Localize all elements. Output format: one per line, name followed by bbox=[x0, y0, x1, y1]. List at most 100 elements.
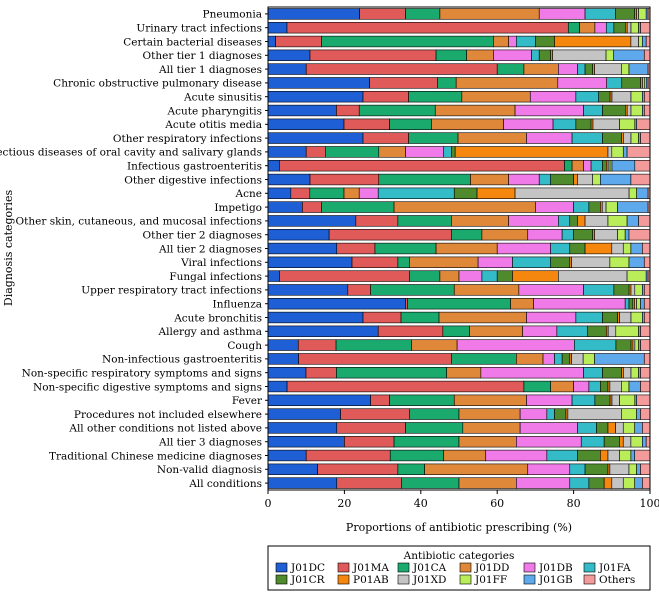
bar-segment-j01ma bbox=[279, 270, 410, 282]
bar-segment-j01dd bbox=[470, 173, 509, 186]
bar-segment-j01cr bbox=[453, 187, 478, 199]
bar-segment-j01fa bbox=[605, 22, 615, 34]
bar-segment-j01fa bbox=[573, 201, 590, 213]
legend-label-j01dd: J01DD bbox=[474, 562, 509, 574]
y-tick-label: Acute pharyngitis bbox=[167, 105, 263, 117]
bar-segment-j01cr bbox=[584, 63, 593, 75]
x-tick-label: 40 bbox=[414, 497, 428, 510]
bar-segment-j01fa bbox=[575, 91, 599, 103]
bar-segment-j01gb bbox=[628, 63, 649, 75]
bar-segment-j01ca bbox=[397, 215, 452, 227]
bar-segment-j01ma bbox=[359, 8, 406, 20]
bar-segment-j01ff bbox=[622, 242, 632, 255]
bar-segment-j01cr bbox=[584, 463, 609, 475]
bar-segment-others bbox=[643, 49, 651, 61]
bar-segment-j01ff bbox=[630, 104, 643, 117]
bar-segment-j01fa bbox=[550, 242, 571, 255]
bar-segment-j01db bbox=[514, 104, 584, 117]
bar-segment-j01dc bbox=[267, 380, 288, 393]
bar-segment-j01gb bbox=[630, 242, 643, 255]
bar-segment-j01cr bbox=[569, 242, 586, 255]
bar-segment-j01gb bbox=[613, 49, 645, 61]
bar-segment-j01cr bbox=[598, 91, 611, 103]
bar-segment-j01fa bbox=[531, 49, 540, 61]
bar-segment-j01xd bbox=[611, 242, 624, 255]
bar-segment-j01xd bbox=[609, 463, 630, 475]
y-tick-label: Non-specific digestive symptoms and sign… bbox=[33, 381, 262, 393]
bar-segment-j01ca bbox=[442, 325, 470, 337]
bar-segment-j01db bbox=[533, 298, 626, 310]
bar-segment-j01dd bbox=[461, 91, 531, 103]
bar-segment-j01fa bbox=[556, 325, 588, 337]
bar-segment-j01dd bbox=[469, 325, 523, 337]
bar-segment-j01cr bbox=[602, 367, 622, 379]
bar-segment-j01ff bbox=[621, 408, 637, 420]
y-tick-label: Acute otitis media bbox=[164, 119, 262, 131]
y-tick-label: All tier 3 diagnoses bbox=[158, 437, 262, 449]
bar-segment-j01db bbox=[480, 367, 584, 379]
bar-segment-j01ff bbox=[619, 118, 636, 130]
bar-segment-j01xd bbox=[619, 311, 632, 324]
bar-segment-j01xd bbox=[615, 422, 624, 434]
bar-segment-j01dd bbox=[455, 77, 559, 89]
y-tick-label: Non-specific respiratory symptoms and si… bbox=[22, 368, 262, 380]
bar-segment-j01ff bbox=[628, 187, 637, 199]
bar-segment-j01xd bbox=[607, 146, 613, 158]
bar-segment-j01cr bbox=[588, 201, 601, 213]
y-tick-label: Non-infectious gastroenteritis bbox=[102, 354, 262, 366]
x-tick-label: 100 bbox=[640, 497, 659, 510]
bar-segment-j01ma bbox=[275, 35, 322, 48]
bar-segment-j01dc bbox=[267, 367, 307, 379]
bar-segment-j01ca bbox=[393, 436, 460, 448]
bar-segment-j01ff bbox=[615, 325, 639, 337]
bar-segment-j01dd bbox=[411, 339, 458, 351]
bar-segment-j01cr bbox=[613, 284, 630, 296]
bar-segment-others bbox=[643, 104, 651, 117]
bar-segment-j01cr bbox=[561, 353, 571, 365]
bar-segment-others bbox=[643, 353, 651, 365]
bar-segment-j01ma bbox=[309, 173, 380, 186]
bar-segment-j01cr bbox=[600, 380, 609, 393]
bar-segment-j01fa bbox=[546, 408, 555, 420]
bar-segment-j01dc bbox=[267, 215, 357, 227]
bar-segment-j01db bbox=[519, 408, 548, 420]
bar-segment-j01ma bbox=[343, 118, 390, 130]
bar-segment-j01gb bbox=[617, 201, 649, 213]
bar-segment-others bbox=[634, 160, 651, 172]
bar-segment-j01fa bbox=[577, 63, 586, 75]
bar-segment-j01db bbox=[558, 63, 578, 75]
bar-segment-j01xd bbox=[626, 22, 632, 34]
bar-segment-j01fa bbox=[538, 173, 551, 186]
bar-segment-j01db bbox=[583, 160, 592, 172]
bar-segment-j01ma bbox=[344, 436, 395, 448]
bar-segment-j01fa bbox=[571, 394, 596, 406]
bar-segment-j01xd bbox=[607, 325, 617, 337]
bar-segment-j01dc bbox=[267, 449, 307, 462]
legend-swatch-j01db bbox=[523, 562, 536, 573]
bar-segment-j01cr bbox=[554, 408, 567, 420]
bar-segment-j01gb bbox=[636, 408, 641, 420]
bar-segment-j01ca bbox=[451, 353, 517, 365]
bar-segment-j01dc bbox=[267, 35, 276, 48]
bar-segment-j01ca bbox=[335, 339, 413, 351]
bar-segment-p01ab bbox=[512, 270, 559, 282]
bar-segment-j01dc bbox=[267, 353, 299, 365]
x-axis-label: Proportions of antibiotic prescribing (%… bbox=[346, 521, 572, 534]
bar-segment-j01db bbox=[405, 146, 445, 158]
bar-segment-j01dd bbox=[458, 436, 517, 448]
bar-segment-others bbox=[638, 215, 651, 227]
bar-segment-others bbox=[640, 463, 651, 475]
bar-segment-j01xd bbox=[630, 35, 639, 48]
bar-segment-j01ca bbox=[397, 256, 410, 268]
bar-segment-j01cr bbox=[586, 325, 607, 337]
bar-segment-j01db bbox=[508, 215, 559, 227]
bar-segment-j01db bbox=[527, 229, 563, 241]
bar-segment-j01fa bbox=[515, 35, 536, 48]
bar-segment-j01xd bbox=[571, 353, 584, 365]
bar-segment-j01dd bbox=[424, 463, 529, 475]
legend-swatch-j01ca bbox=[397, 562, 410, 573]
bar-segment-j01dc bbox=[267, 284, 349, 296]
bar-segment-j01dd bbox=[457, 132, 527, 144]
bar-segment-others bbox=[645, 35, 651, 48]
